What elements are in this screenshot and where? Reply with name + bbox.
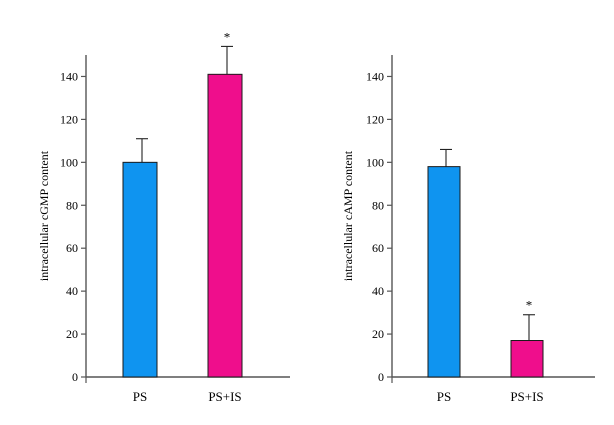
category-label: PS+IS xyxy=(510,389,543,404)
bar-ps xyxy=(427,166,461,378)
significance-marker: * xyxy=(526,298,533,313)
y-axis-title: intracellular cGMP content xyxy=(37,150,51,281)
y-tick-label: 0 xyxy=(378,370,384,384)
y-tick-label: 20 xyxy=(372,327,384,341)
category-label: PS+IS xyxy=(208,389,241,404)
y-tick-label: 80 xyxy=(372,198,384,212)
y-tick-label: 120 xyxy=(60,112,78,126)
y-tick-label: 20 xyxy=(66,327,78,341)
significance-marker: * xyxy=(224,29,231,44)
y-tick-label: 140 xyxy=(60,69,78,83)
y-tick-label: 100 xyxy=(366,155,384,169)
bar-ps-is xyxy=(207,73,243,378)
y-tick-label: 40 xyxy=(372,284,384,298)
y-tick-label: 120 xyxy=(366,112,384,126)
y-axis-title: intracellular cAMP content xyxy=(341,150,355,281)
y-tick-label: 0 xyxy=(72,370,78,384)
y-tick-label: 100 xyxy=(60,155,78,169)
y-tick-label: 60 xyxy=(66,241,78,255)
bar-ps xyxy=(122,161,158,378)
bar-ps-is xyxy=(510,340,544,378)
y-tick-label: 60 xyxy=(372,241,384,255)
category-label: PS xyxy=(437,389,451,404)
y-tick-label: 40 xyxy=(66,284,78,298)
category-label: PS xyxy=(133,389,147,404)
y-tick-label: 80 xyxy=(66,198,78,212)
y-tick-label: 140 xyxy=(366,69,384,83)
